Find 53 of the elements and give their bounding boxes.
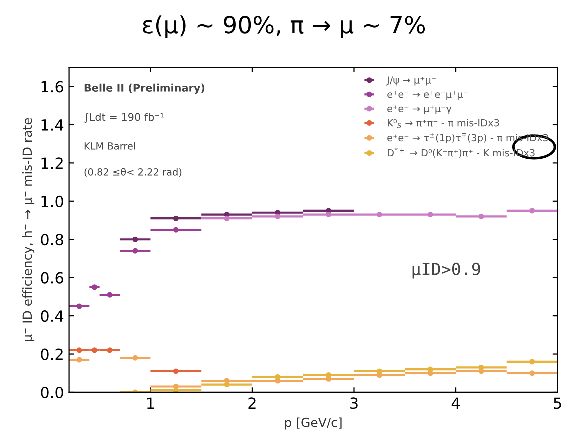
- y-tick-label: 1.6: [42, 81, 64, 93]
- point: [275, 214, 281, 220]
- point: [428, 212, 434, 218]
- point: [132, 248, 138, 254]
- point: [478, 214, 484, 220]
- x-tick-label: 5: [554, 398, 562, 410]
- point: [530, 359, 536, 365]
- y-tick-label: 1.4: [42, 120, 64, 131]
- x-tick-label: 1: [148, 398, 154, 409]
- legend-label: J/ψ → μ⁺μ⁻: [386, 76, 436, 86]
- point: [173, 227, 179, 233]
- x-tick-label: 2: [248, 398, 256, 409]
- point: [376, 212, 382, 218]
- point: [76, 304, 82, 310]
- y-tick-label: 0.0: [41, 386, 64, 399]
- y-tick-label: 0.6: [41, 272, 64, 284]
- point: [132, 355, 138, 361]
- point: [107, 292, 113, 298]
- point: [76, 348, 82, 354]
- point: [530, 208, 536, 214]
- y-tick-label: 0.2: [41, 348, 63, 360]
- annotation: (0.82 ≤θ< 2.22 rad): [84, 168, 182, 178]
- point: [275, 374, 281, 380]
- point: [478, 364, 484, 370]
- point: [76, 357, 82, 363]
- point: [428, 366, 434, 372]
- point: [326, 372, 332, 378]
- annotation: μID>0.9: [412, 262, 480, 279]
- point: [224, 382, 230, 388]
- annotation: KLM Barrel: [84, 142, 136, 150]
- point: [132, 236, 138, 242]
- point: [173, 368, 179, 374]
- point: [107, 348, 113, 354]
- legend-label: e⁺e⁻ → e⁺e⁻μ⁺μ⁻: [388, 91, 468, 100]
- x-tick-label: 4: [452, 398, 460, 409]
- annotation: ∫Ldt = 190 fb⁻¹: [84, 113, 164, 124]
- annotation: Belle II (Preliminary): [84, 84, 205, 94]
- point: [173, 216, 179, 222]
- chart-title: ε(μ) ∼ 90%, π → μ ∼ 7%: [143, 16, 426, 38]
- y-tick-label: 0.8: [41, 234, 64, 246]
- y-tick-label: 0.4: [41, 310, 64, 322]
- y-tick-label: 1.0: [42, 196, 64, 208]
- x-tick-label: 3: [350, 398, 358, 410]
- y-axis-title: μ⁻ ID efficiency, h⁻ → μ⁻ mis-ID rate: [22, 118, 35, 342]
- point: [173, 388, 179, 392]
- x-axis-title: p [GeV/c]: [285, 418, 342, 430]
- point: [224, 216, 230, 222]
- point: [530, 370, 536, 376]
- legend-label: e⁺e⁻ → μ⁺μ⁻γ: [388, 106, 452, 114]
- point: [326, 212, 332, 218]
- y-tick-label: 1.2: [42, 158, 63, 169]
- point: [376, 368, 382, 374]
- legend-label: K⁰$_{S}$ → π⁺π⁻ - π mis-IDx3: [388, 119, 500, 128]
